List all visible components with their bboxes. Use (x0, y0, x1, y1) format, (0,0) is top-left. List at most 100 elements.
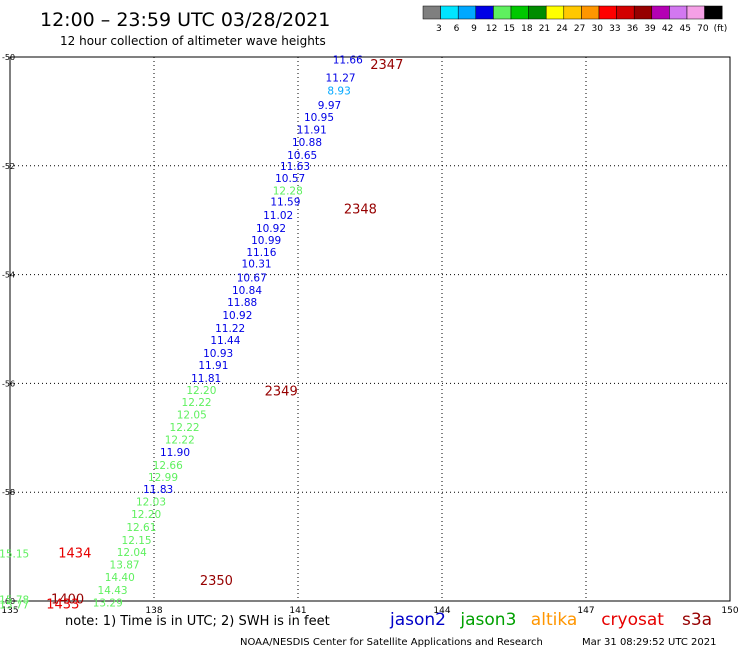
legend-item-s3a: s3a (682, 610, 712, 630)
time-label: 2349 (265, 385, 298, 400)
plot-grid (9, 56, 731, 602)
scale-label: 36 (627, 24, 639, 34)
swh-label: 10.31 (242, 259, 272, 271)
swh-label: 10.88 (292, 137, 322, 149)
scale-swatch (493, 5, 512, 20)
scale-swatch (440, 5, 459, 20)
y-tick-label: -50 (2, 53, 15, 62)
swh-label: 10.95 (304, 112, 334, 124)
swh-label: 13.87 (110, 560, 140, 572)
y-tick-label: -60 (2, 597, 15, 606)
swh-label: 11.91 (297, 124, 327, 136)
swh-label: 15.78 (0, 594, 29, 606)
satellite-legend: jason2 jason3 altika cryosat s3a (389, 610, 712, 630)
x-tick-label: 138 (145, 606, 162, 616)
time-label: 2347 (370, 58, 403, 73)
swh-label: 12.20 (186, 385, 216, 397)
swh-label: 11.59 (270, 197, 300, 209)
swh-label: 12.28 (273, 185, 303, 197)
x-axis-ticks: 135 138 141 144 147 150 (1, 606, 738, 616)
swh-label: 13.29 (93, 598, 123, 610)
time-label: 2350 (200, 574, 233, 589)
footer-timestamp: Mar 31 08:29:52 UTC 2021 (582, 637, 717, 648)
scale-swatch (528, 5, 547, 20)
swh-label: 11.90 (160, 447, 190, 459)
x-tick-label: 135 (1, 606, 18, 616)
x-tick-label: 141 (289, 606, 306, 616)
y-tick-label: -54 (2, 271, 15, 280)
scale-label: 24 (556, 24, 568, 34)
swh-label: 11.81 (191, 373, 221, 385)
note-text: note: 1) Time is in UTC; 2) SWH is in fe… (65, 614, 330, 629)
scale-label: 12 (486, 24, 497, 34)
scale-swatch (651, 5, 670, 20)
scale-label: 21 (539, 24, 550, 34)
scale-label: 33 (609, 24, 620, 34)
swh-label: 10.99 (251, 235, 281, 247)
scale-swatch (633, 5, 653, 20)
swh-label: 12.61 (126, 522, 156, 534)
x-tick-label: 147 (577, 606, 594, 616)
scale-swatch (581, 5, 600, 20)
scale-label: 42 (662, 24, 673, 34)
legend-item-jason3: jason3 (459, 610, 516, 630)
swh-label: 10.65 (287, 150, 317, 162)
scale-label: 15 (504, 24, 515, 34)
swh-label: 11.63 (280, 161, 310, 173)
scale-swatch (669, 5, 688, 20)
y-tick-label: -52 (2, 162, 15, 171)
scale-swatch (510, 5, 529, 20)
swh-label: 12.22 (165, 434, 195, 446)
swh-label: 12.66 (153, 460, 183, 472)
swh-label: 10.93 (203, 348, 233, 360)
scale-label: 27 (574, 24, 585, 34)
swh-label: 10.92 (256, 223, 286, 235)
legend-item-cryosat: cryosat (601, 610, 664, 630)
swh-label: 11.16 (246, 247, 276, 259)
scale-label: 6 (454, 24, 460, 34)
scale-swatch (422, 5, 441, 20)
x-tick-label: 144 (433, 606, 450, 616)
swh-label: 12.22 (182, 397, 212, 409)
scale-swatch (545, 5, 565, 20)
swh-label: 15.77 (0, 599, 29, 611)
swh-label: 12.03 (136, 496, 166, 508)
swh-label: 12.99 (148, 472, 178, 484)
chart-title: 12:00 – 23:59 UTC 03/28/2021 (40, 9, 330, 31)
y-tick-label: -58 (2, 488, 15, 497)
swh-label: 10.67 (237, 272, 267, 284)
scale-label: 39 (644, 24, 656, 34)
scale-label: (ft) (714, 24, 728, 34)
time-label: 1434 (58, 547, 91, 562)
time-label: 2348 (344, 202, 377, 217)
scale-swatch (475, 5, 494, 20)
swh-label: 11.44 (210, 335, 240, 347)
swh-label: 9.97 (318, 100, 341, 112)
swh-label: 11.88 (227, 297, 257, 309)
scale-label: 18 (521, 24, 533, 34)
swh-label: 10.84 (232, 285, 262, 297)
scale-swatch (457, 5, 477, 20)
y-axis-ticks: -50 -52 -54 -56 -58 -60 (2, 53, 15, 606)
scale-swatch (563, 5, 582, 20)
swh-label: 11.02 (263, 210, 293, 222)
swh-label: 12.04 (117, 547, 147, 559)
swh-label: 11.27 (326, 73, 356, 85)
scale-label: 9 (471, 24, 477, 34)
wave-height-labels: 11.6611.278.939.9710.9511.9110.8810.6511… (0, 55, 363, 612)
scale-swatch (616, 5, 635, 20)
scale-swatch (598, 5, 617, 20)
legend-item-altika: altika (531, 610, 578, 630)
y-tick-label: -56 (2, 379, 15, 388)
scale-label: 45 (680, 24, 691, 34)
scale-label: 3 (436, 24, 442, 34)
swh-label: 15.15 (0, 549, 29, 561)
chart-subtitle: 12 hour collection of altimeter wave hei… (60, 34, 326, 48)
color-scale: 3 6 9 12 15 18 21 24 27 30 33 36 39 42 45 70 (ft) (422, 5, 728, 34)
swh-label: 12.05 (177, 409, 207, 421)
swh-label: 12.20 (131, 509, 161, 521)
scale-label: 70 (697, 24, 709, 34)
swh-label: 12.15 (122, 535, 152, 547)
